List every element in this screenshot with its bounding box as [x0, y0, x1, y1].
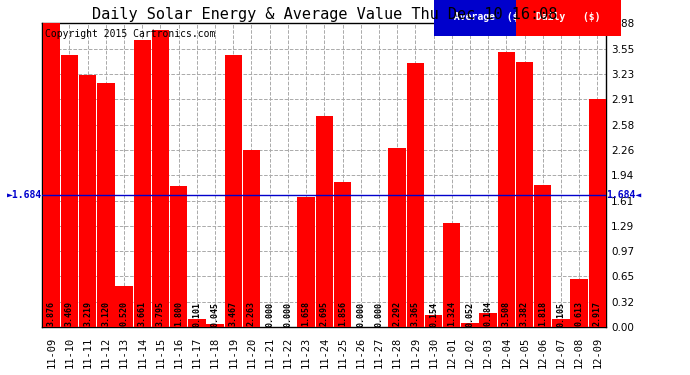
Text: 1.658: 1.658 [302, 300, 310, 326]
Bar [425, 315, 442, 327]
Bar [497, 52, 515, 327]
Bar [297, 197, 315, 327]
Text: 0.184: 0.184 [484, 300, 493, 326]
Text: 1.324: 1.324 [447, 300, 456, 326]
Bar [534, 184, 551, 327]
Text: 2.263: 2.263 [247, 300, 256, 326]
Text: 1.800: 1.800 [174, 300, 184, 326]
Text: 3.795: 3.795 [156, 300, 165, 326]
Text: Copyright 2015 Cartronics.com: Copyright 2015 Cartronics.com [45, 29, 215, 39]
Text: 0.613: 0.613 [575, 300, 584, 326]
Bar [552, 319, 569, 327]
Bar [315, 116, 333, 327]
Bar [406, 63, 424, 327]
Bar [589, 99, 606, 327]
Bar [480, 313, 497, 327]
Text: 3.469: 3.469 [65, 300, 74, 326]
Bar [188, 319, 206, 327]
Text: 0.045: 0.045 [210, 302, 219, 327]
Text: 0.000: 0.000 [265, 302, 274, 327]
Text: 1.684◄: 1.684◄ [607, 190, 642, 200]
Text: 2.695: 2.695 [319, 300, 329, 326]
Text: 0.520: 0.520 [119, 300, 128, 326]
Bar [43, 23, 60, 327]
Text: ►1.684: ►1.684 [7, 190, 42, 200]
Bar [225, 56, 242, 327]
Bar [571, 279, 588, 327]
Text: 3.120: 3.120 [101, 300, 110, 326]
Bar [443, 224, 460, 327]
Text: Daily   ($): Daily ($) [530, 12, 607, 22]
Text: 3.467: 3.467 [229, 300, 238, 326]
Text: 0.105: 0.105 [556, 302, 565, 327]
Text: 3.219: 3.219 [83, 300, 92, 326]
Text: 3.508: 3.508 [502, 300, 511, 326]
Bar [516, 62, 533, 327]
Bar [243, 150, 260, 327]
Bar [134, 40, 151, 327]
Bar [79, 75, 97, 327]
Bar [61, 55, 78, 327]
Bar [388, 147, 406, 327]
Text: 2.292: 2.292 [393, 300, 402, 326]
Text: 0.000: 0.000 [375, 302, 384, 327]
Text: Average  ($): Average ($) [448, 12, 531, 22]
Text: 3.365: 3.365 [411, 300, 420, 326]
Bar [115, 286, 132, 327]
Bar [334, 182, 351, 327]
Bar [461, 323, 479, 327]
Title: Daily Solar Energy & Average Value Thu Dec 10 16:08: Daily Solar Energy & Average Value Thu D… [92, 7, 557, 22]
Bar [97, 82, 115, 327]
Bar [206, 324, 224, 327]
Text: 3.876: 3.876 [47, 300, 56, 326]
Text: 0.052: 0.052 [465, 302, 475, 327]
Text: 0.101: 0.101 [193, 302, 201, 327]
Text: 3.661: 3.661 [138, 300, 147, 326]
Bar [152, 30, 169, 327]
Text: 3.382: 3.382 [520, 300, 529, 326]
Text: 1.818: 1.818 [538, 300, 547, 326]
Text: 0.000: 0.000 [284, 302, 293, 327]
Text: 1.856: 1.856 [338, 300, 347, 326]
Text: 0.154: 0.154 [429, 302, 438, 327]
Text: 0.000: 0.000 [356, 302, 365, 327]
Bar [170, 186, 188, 327]
Text: 2.917: 2.917 [593, 300, 602, 326]
